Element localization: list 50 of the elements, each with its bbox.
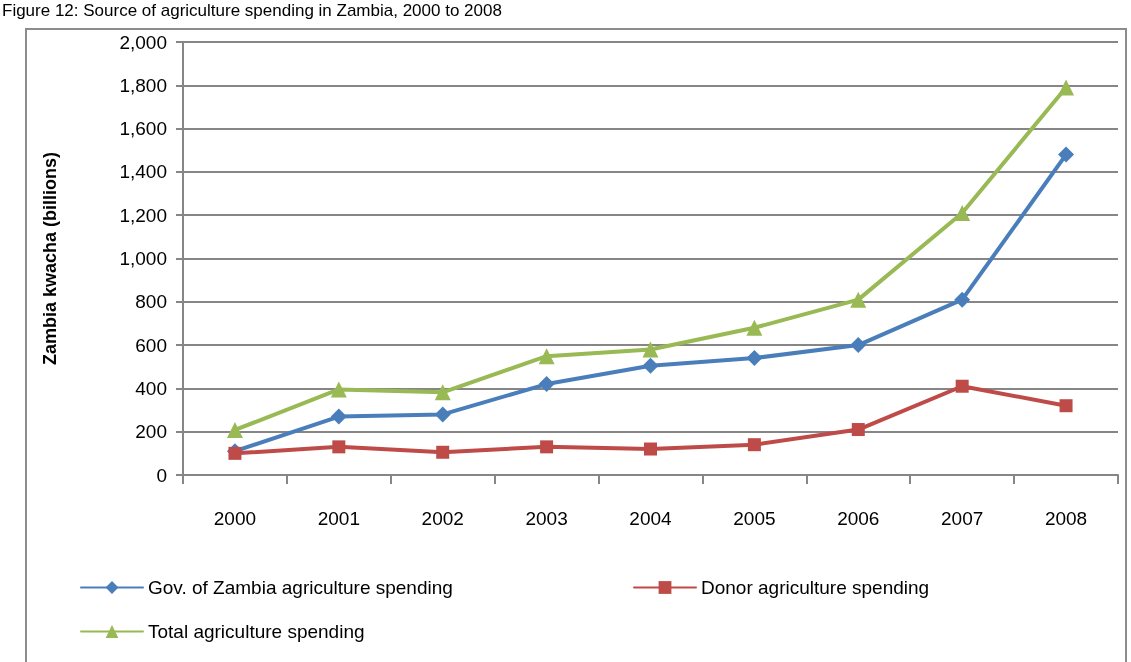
point — [1059, 399, 1073, 413]
point — [332, 440, 346, 454]
y-tick-label: 800 — [135, 291, 167, 313]
point — [642, 357, 659, 374]
point — [747, 438, 761, 452]
legend-label: Total agriculture spending — [148, 621, 365, 642]
point — [434, 406, 451, 423]
point — [436, 445, 450, 459]
x-tick-label: 2001 — [317, 508, 360, 529]
point — [540, 440, 554, 454]
y-tick-label: 2,000 — [119, 31, 167, 53]
point — [538, 348, 555, 365]
chart-title: Figure 12: Source of agriculture spending in Zambia, 2000 to 2008 — [2, 1, 502, 20]
x-tick-label: 2007 — [941, 508, 984, 529]
point — [226, 421, 243, 438]
legend-label: Gov. of Zambia agriculture spending — [148, 577, 453, 598]
x-tick-label: 2000 — [213, 508, 257, 529]
y-tick-label: 1,800 — [119, 74, 167, 96]
y-tick-label: 400 — [135, 377, 167, 399]
point — [954, 205, 971, 222]
x-tick-label: 2002 — [421, 508, 464, 529]
y-tick-label: 600 — [135, 334, 167, 356]
x-tick-label: 2003 — [525, 508, 568, 529]
y-tick-label: 1,200 — [119, 204, 167, 226]
x-tick-label: 2004 — [629, 508, 673, 529]
point — [330, 381, 347, 398]
point — [642, 341, 659, 358]
point — [850, 337, 867, 354]
point — [1058, 79, 1075, 96]
x-tick-label: 2008 — [1044, 508, 1088, 529]
point — [851, 423, 865, 437]
y-axis-title: Zambia kwacha (billions) — [40, 151, 60, 366]
point — [746, 319, 763, 336]
point — [1058, 146, 1075, 163]
point — [330, 408, 347, 425]
point — [954, 291, 971, 308]
y-tick-label: 1,400 — [119, 161, 167, 183]
point — [850, 291, 867, 308]
x-tick-label: 2005 — [733, 508, 776, 529]
legend-label: Donor agriculture spending — [701, 577, 930, 598]
y-tick-label: 1,000 — [119, 248, 167, 269]
point — [746, 350, 763, 367]
y-tick-label: 200 — [135, 421, 167, 443]
point — [955, 379, 969, 393]
x-tick-label: 2006 — [837, 508, 880, 529]
point — [644, 442, 657, 456]
point — [538, 376, 555, 393]
y-tick-label: 1,600 — [119, 118, 167, 140]
point — [434, 384, 451, 401]
y-tick-label: 0 — [156, 464, 167, 486]
